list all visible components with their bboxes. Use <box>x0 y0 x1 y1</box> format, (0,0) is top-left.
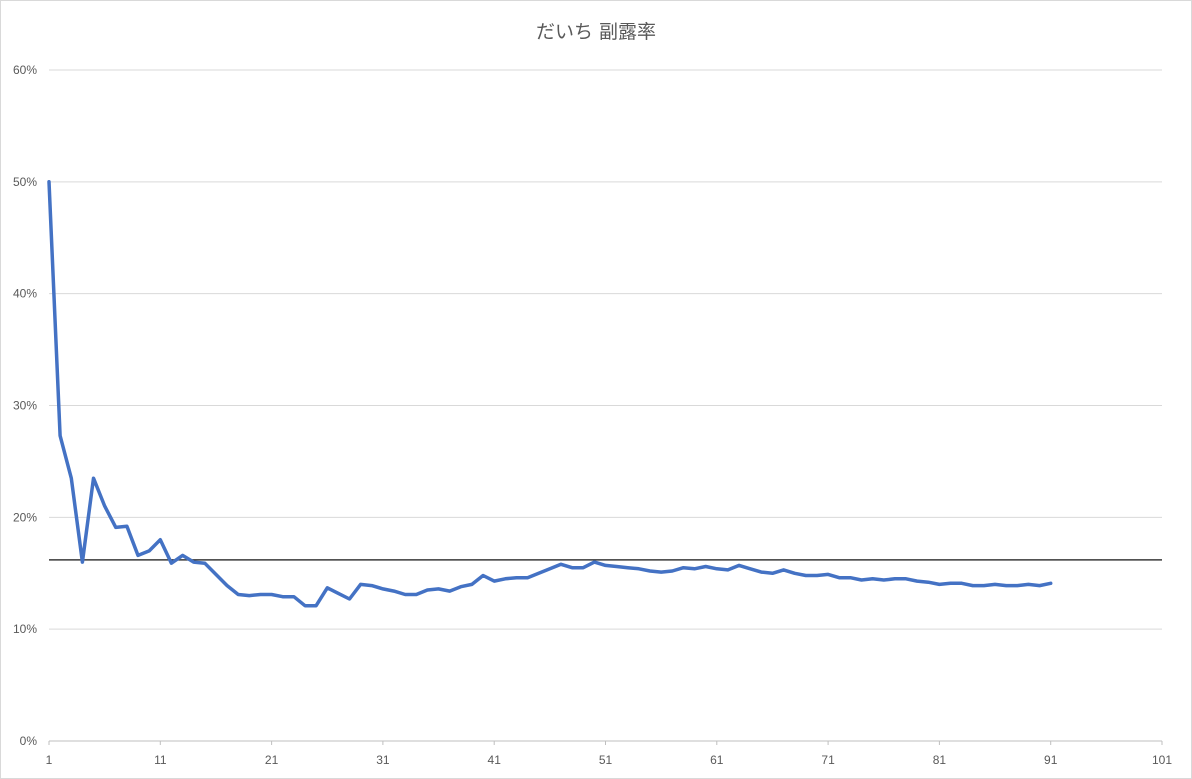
x-tick-label: 91 <box>1044 753 1058 767</box>
x-tick-label: 61 <box>710 753 724 767</box>
x-tick-label: 71 <box>821 753 835 767</box>
x-tick-label: 21 <box>265 753 279 767</box>
y-tick-label: 0% <box>20 734 38 748</box>
x-tick-label: 51 <box>599 753 613 767</box>
y-tick-label: 40% <box>13 287 37 301</box>
y-tick-label: 20% <box>13 510 37 524</box>
y-tick-label: 10% <box>13 622 37 636</box>
chart-title: だいち 副露率 <box>535 21 657 43</box>
x-tick-label: 1 <box>46 753 53 767</box>
x-tick-label: 101 <box>1152 753 1172 767</box>
x-tick-label: 11 <box>154 753 167 767</box>
x-tick-label: 41 <box>488 753 502 767</box>
y-tick-label: 30% <box>13 399 37 413</box>
series-line <box>47 180 1053 608</box>
x-tick-label: 81 <box>933 753 947 767</box>
y-tick-label: 50% <box>13 175 37 189</box>
x-tick-label: 31 <box>376 753 390 767</box>
y-tick-label: 60% <box>13 63 37 77</box>
